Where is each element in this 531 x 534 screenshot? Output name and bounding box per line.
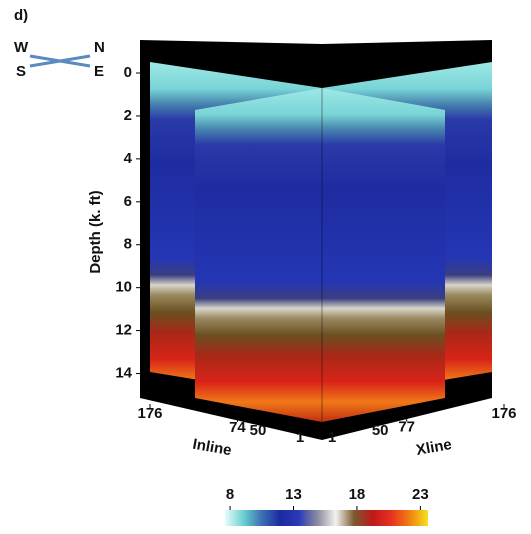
inline-tick-label: 1	[296, 429, 304, 446]
xline-tick-label: 77	[398, 419, 415, 436]
panel-label: d)	[14, 7, 28, 24]
xline-tick-label: 1	[328, 429, 336, 446]
y-tick-label: 14	[115, 365, 132, 382]
cube	[140, 40, 492, 440]
compass-label: E	[94, 63, 104, 80]
colorbar-tick-label: 23	[412, 486, 429, 503]
y-tick-label: 10	[115, 279, 132, 296]
colorbar-tick-label: 13	[285, 486, 302, 503]
compass-label: W	[14, 39, 29, 56]
inline-tick-label: 176	[137, 405, 162, 422]
colorbar	[225, 510, 428, 526]
y-tick-label: 12	[115, 322, 132, 339]
inline-tick-label: 74	[229, 419, 246, 436]
y-tick-label: 8	[124, 236, 132, 253]
compass: W N S E	[14, 39, 105, 80]
xline-label: Xline	[415, 436, 453, 459]
inline-label: Inline	[191, 436, 233, 460]
compass-arrow	[29, 54, 91, 68]
colorbar-tick-label: 8	[226, 486, 234, 503]
colorbar-tick-label: 18	[349, 486, 366, 503]
inline-tick-label: 50	[250, 422, 267, 439]
xline-slice	[322, 88, 445, 422]
y-axis-label: Depth (k. ft)	[87, 190, 104, 273]
inline-slice	[195, 88, 322, 422]
xline-tick-label: 176	[491, 405, 516, 422]
compass-label: N	[94, 39, 105, 56]
compass-label: S	[16, 63, 26, 80]
y-tick-label: 6	[124, 193, 132, 210]
xline-tick-label: 50	[372, 422, 389, 439]
y-tick-label: 4	[124, 150, 133, 167]
y-tick-label: 2	[124, 107, 132, 124]
y-tick-label: 0	[124, 64, 132, 81]
